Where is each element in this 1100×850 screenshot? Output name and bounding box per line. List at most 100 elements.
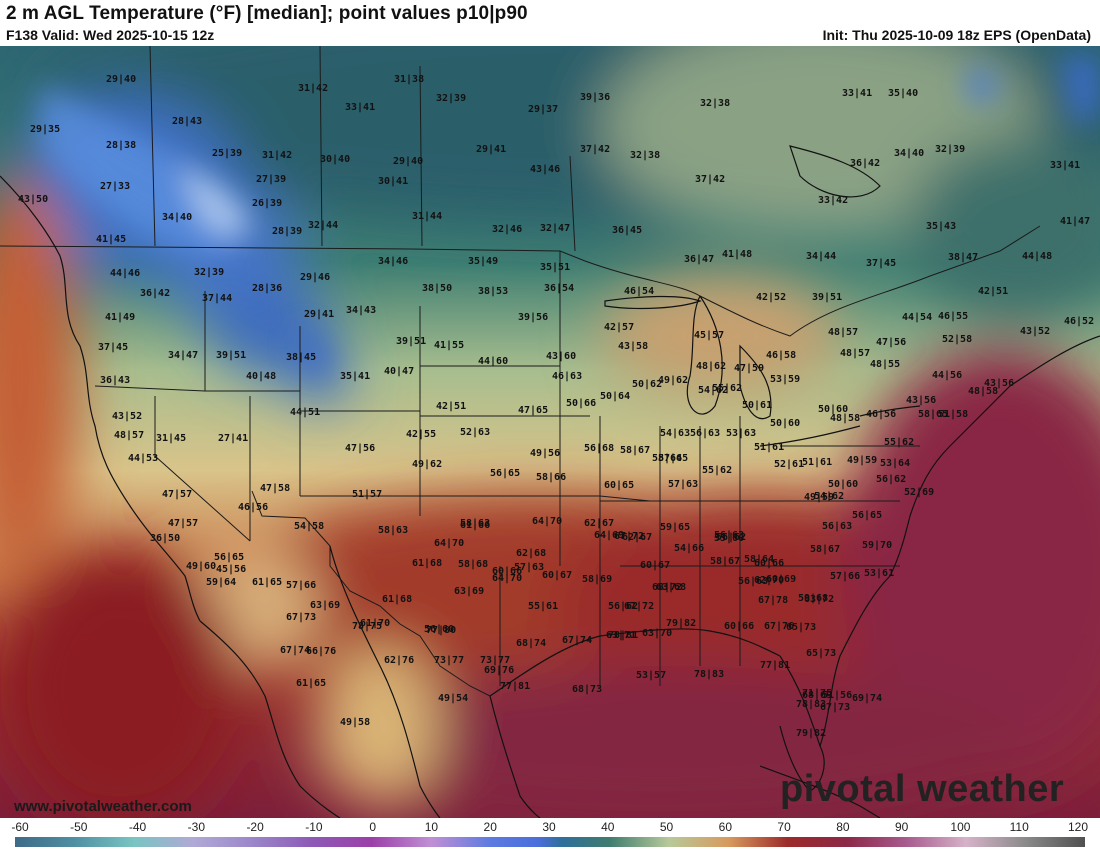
- point-value: 52|63: [460, 427, 490, 438]
- lake-erie: [759, 425, 861, 447]
- point-value: 57|66: [830, 571, 860, 582]
- point-value: 51|61: [802, 457, 832, 468]
- point-value: 77|81: [760, 660, 790, 671]
- point-value: 45|56: [216, 564, 246, 575]
- point-value: 41|49: [105, 312, 135, 323]
- lake-huron: [739, 344, 772, 420]
- point-value: 37|45: [98, 342, 128, 353]
- point-value: 55|60: [714, 533, 744, 544]
- point-value: 68|69: [802, 690, 832, 701]
- point-value: 54|66: [674, 543, 704, 554]
- point-value: 29|41: [476, 144, 506, 155]
- point-value: 34|40: [894, 148, 924, 159]
- point-value: 30|41: [378, 176, 408, 187]
- point-value: 36|45: [612, 225, 642, 236]
- point-value: 58|64: [652, 453, 682, 464]
- point-value: 41|45: [96, 234, 126, 245]
- point-value: 58|69: [582, 574, 612, 585]
- florida-west: [779, 655, 825, 792]
- point-value: 37|44: [202, 293, 232, 304]
- point-value: 42|57: [604, 322, 634, 333]
- lake-superior: [604, 295, 702, 310]
- colorbar-tick-label: 120: [1067, 820, 1089, 834]
- point-value: 30|40: [320, 154, 350, 165]
- point-value: 37|42: [580, 144, 610, 155]
- point-value: 61|68: [412, 558, 442, 569]
- point-value: 51|57: [352, 489, 382, 500]
- point-value: 43|58: [618, 341, 648, 352]
- point-value: 63|68: [656, 582, 686, 593]
- point-value: 56|63: [822, 521, 852, 532]
- point-value: 67|73: [820, 702, 850, 713]
- point-value: 58|67: [710, 556, 740, 567]
- point-value: 67|74: [280, 645, 310, 656]
- point-value: 46|54: [624, 286, 654, 297]
- point-value: 49|59: [804, 492, 834, 503]
- point-value: 65|73: [806, 648, 836, 659]
- point-value: 37|45: [866, 258, 896, 269]
- point-value: 36|42: [850, 158, 880, 169]
- point-value: 67|74: [562, 635, 592, 646]
- point-value: 77|80: [426, 625, 456, 636]
- point-value: 47|57: [162, 489, 192, 500]
- lake-michigan: [686, 295, 723, 415]
- point-value: 29|35: [30, 124, 60, 135]
- point-value: 39|56: [518, 312, 548, 323]
- point-value: 56|62: [716, 532, 746, 543]
- colorbar-tick-label: -10: [305, 820, 323, 834]
- point-value: 52|58: [942, 334, 972, 345]
- point-value: 29|40: [106, 74, 136, 85]
- point-value: 78|75: [352, 621, 382, 632]
- point-value: 36|47: [684, 254, 714, 265]
- point-value: 61|70: [360, 618, 390, 629]
- point-value: 43|56: [984, 378, 1014, 389]
- point-value: 43|60: [546, 351, 576, 362]
- colorbar-tick-label: 70: [777, 820, 791, 834]
- point-value: 29|37: [528, 104, 558, 115]
- pacific-coast: [0, 175, 201, 622]
- point-value: 44|46: [110, 268, 140, 279]
- point-value: 79|82: [796, 728, 826, 739]
- point-value: 28|43: [172, 116, 202, 127]
- point-value: 43|52: [112, 411, 142, 422]
- point-value: 55|62: [884, 437, 914, 448]
- point-value: 58|67: [810, 544, 840, 555]
- point-value: 34|47: [168, 350, 198, 361]
- point-value: 60|65: [604, 480, 634, 491]
- point-value: 42|51: [978, 286, 1008, 297]
- colorbar-tick-label: 20: [483, 820, 497, 834]
- point-value: 63|69: [310, 600, 340, 611]
- point-value: 53|63: [726, 428, 756, 439]
- point-value: 33|42: [818, 195, 848, 206]
- point-value: 47|56: [876, 337, 906, 348]
- temperature-map[interactable]: 29|40 31|42 31|38 32|39 29|37 39|36 32|38 33|41…: [0, 46, 1100, 818]
- point-value: 60|66: [754, 558, 784, 569]
- point-value: 38|50: [422, 283, 452, 294]
- colorbar-tick-label: 90: [894, 820, 909, 834]
- point-value: 63|71: [606, 630, 636, 641]
- point-value: 46|55: [938, 311, 968, 322]
- point-value: 56|63: [690, 428, 720, 439]
- hudson-bay-shore: [789, 145, 881, 198]
- point-value: 32|46: [492, 224, 522, 235]
- colorbar-tick-label: -20: [246, 820, 264, 834]
- point-value: 59|64: [206, 577, 236, 588]
- point-value: 56|65: [852, 510, 882, 521]
- mexico-west-coast: [329, 545, 441, 818]
- point-value: 73|77: [480, 655, 510, 666]
- point-value: 31|42: [298, 83, 328, 94]
- point-value: 78|83: [694, 669, 724, 680]
- colorbar-tick-label: -50: [70, 820, 88, 834]
- point-value: 58|63: [460, 518, 490, 529]
- temperature-shading: [0, 46, 1100, 818]
- colorbar-tick-label: 0: [369, 820, 376, 834]
- point-value: 56|63: [738, 576, 768, 587]
- point-value: 56|68: [584, 443, 614, 454]
- point-value: 36|50: [150, 533, 180, 544]
- point-value: 64|70: [532, 516, 562, 527]
- point-value: 28|38: [106, 140, 136, 151]
- point-value: 29|46: [300, 272, 330, 283]
- point-value: 44|51: [290, 407, 320, 418]
- point-value: 58|63: [378, 525, 408, 536]
- valid-time: F138 Valid: Wed 2025-10-15 12z: [6, 27, 215, 43]
